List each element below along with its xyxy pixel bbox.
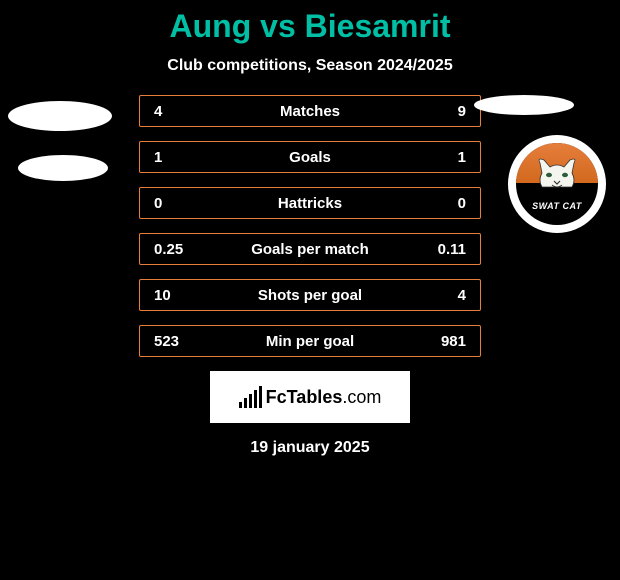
stat-right-value: 9 <box>426 103 466 120</box>
stat-label: Goals per match <box>194 241 426 258</box>
stat-right-value: 0 <box>426 195 466 212</box>
subtitle: Club competitions, Season 2024/2025 <box>0 57 620 75</box>
stat-left-value: 0.25 <box>154 241 194 258</box>
stat-left-value: 4 <box>154 103 194 120</box>
cat-icon <box>532 155 582 195</box>
stat-row: 4 Matches 9 <box>139 95 481 127</box>
badge-inner: SWAT CAT <box>516 143 598 225</box>
page-title: Aung vs Biesamrit <box>0 0 620 45</box>
logo-bars-icon <box>239 386 262 408</box>
stat-row: 523 Min per goal 981 <box>139 325 481 357</box>
stat-right-value: 4 <box>426 287 466 304</box>
logo-brand: FcTables <box>266 387 343 407</box>
content-area: SWAT CAT 4 Matches 9 1 Goals 1 0 Hattric… <box>0 95 620 457</box>
logo-suffix: .com <box>342 387 381 407</box>
stats-table: 4 Matches 9 1 Goals 1 0 Hattricks 0 0.25… <box>139 95 481 357</box>
stat-label: Hattricks <box>194 195 426 212</box>
team-badge: SWAT CAT <box>508 135 606 233</box>
stat-row: 1 Goals 1 <box>139 141 481 173</box>
stat-left-value: 0 <box>154 195 194 212</box>
stat-label: Goals <box>194 149 426 166</box>
badge-text: SWAT CAT <box>516 201 598 211</box>
stat-left-value: 523 <box>154 333 194 350</box>
stat-row: 0.25 Goals per match 0.11 <box>139 233 481 265</box>
stat-label: Matches <box>194 103 426 120</box>
stat-right-value: 1 <box>426 149 466 166</box>
left-player-placeholder <box>8 101 112 205</box>
stat-row: 0 Hattricks 0 <box>139 187 481 219</box>
ellipse-shape <box>8 101 112 131</box>
stat-right-value: 0.11 <box>426 241 466 258</box>
stat-right-value: 981 <box>426 333 466 350</box>
stat-label: Min per goal <box>194 333 426 350</box>
stat-left-value: 1 <box>154 149 194 166</box>
stat-left-value: 10 <box>154 287 194 304</box>
ellipse-shape <box>18 155 108 181</box>
stat-row: 10 Shots per goal 4 <box>139 279 481 311</box>
stat-label: Shots per goal <box>194 287 426 304</box>
logo-text: FcTables.com <box>266 387 382 408</box>
ellipse-shape <box>474 95 574 115</box>
date-text: 19 january 2025 <box>0 439 620 457</box>
fctables-logo: FcTables.com <box>210 371 410 423</box>
